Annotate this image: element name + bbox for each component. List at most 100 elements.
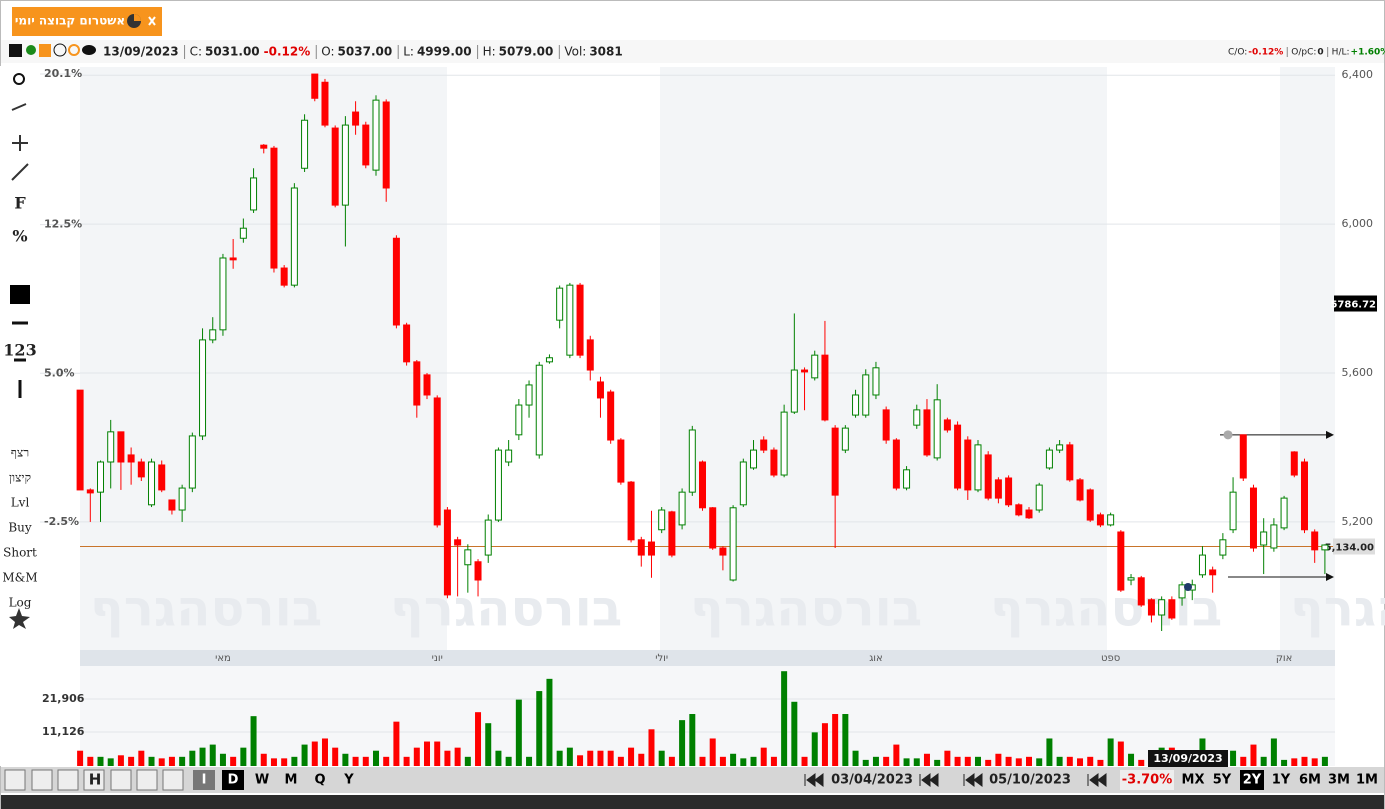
candle-body xyxy=(188,435,196,489)
candle-body xyxy=(790,369,798,413)
candle-body xyxy=(1056,444,1064,451)
candle-body xyxy=(1158,599,1166,616)
bottom-icon[interactable] xyxy=(31,769,53,791)
header-icon[interactable] xyxy=(39,44,51,57)
interval-label[interactable]: Q xyxy=(314,773,325,788)
header-icon[interactable] xyxy=(68,44,80,56)
tool-color[interactable] xyxy=(10,285,30,304)
nav-arrow[interactable] xyxy=(804,773,824,787)
tool-star[interactable] xyxy=(9,608,30,629)
candle-body xyxy=(1076,479,1084,501)
volume-bar xyxy=(566,747,573,766)
interval-label[interactable]: W xyxy=(255,773,269,788)
interval-button[interactable] xyxy=(280,770,302,790)
candle-body xyxy=(1290,451,1298,476)
interval-label[interactable]: Y xyxy=(343,773,354,788)
period-button[interactable]: 6M xyxy=(1299,773,1321,788)
tool-label[interactable]: F xyxy=(14,194,26,213)
volume-bar xyxy=(240,747,247,766)
volume-bar xyxy=(128,756,135,766)
volume-bar xyxy=(1056,756,1063,766)
tool-label[interactable]: % xyxy=(12,227,27,246)
tool-label[interactable]: M&M xyxy=(2,571,37,585)
nav-arrow[interactable] xyxy=(919,773,939,787)
header-icon[interactable] xyxy=(9,44,22,57)
tool-lines[interactable] xyxy=(12,321,28,398)
candle-body xyxy=(1209,569,1217,576)
period-button[interactable]: 1Y xyxy=(1272,773,1291,788)
candle-body xyxy=(892,439,900,489)
interval-button[interactable] xyxy=(251,770,273,790)
price-label: 5,134.00 xyxy=(1325,543,1374,554)
header-icon[interactable] xyxy=(53,43,67,57)
nav-arrow[interactable] xyxy=(1087,773,1107,787)
candle-body xyxy=(1229,491,1237,531)
candle-body xyxy=(556,287,564,321)
candle-body xyxy=(1035,484,1043,511)
tool-label[interactable]: Buy xyxy=(8,521,32,535)
interval-button[interactable] xyxy=(193,770,215,790)
tool-label[interactable]: Lvl xyxy=(11,496,30,510)
interval-label[interactable]: I xyxy=(202,773,207,788)
x-tick-label: מאי xyxy=(215,653,231,664)
candle-body xyxy=(127,454,135,463)
candle-body xyxy=(1321,544,1329,551)
period-button[interactable]: 5Y xyxy=(1213,773,1232,788)
range-change-box xyxy=(1120,770,1174,790)
candle-body xyxy=(1045,449,1053,469)
volume-bar xyxy=(536,691,543,766)
tool-label[interactable]: 123 xyxy=(3,341,36,360)
tool-zoom[interactable] xyxy=(13,73,25,85)
bottom-icon[interactable] xyxy=(162,769,184,791)
tool-label[interactable]: קיצון xyxy=(9,471,31,485)
candle-body xyxy=(1300,461,1308,531)
volume-bar xyxy=(556,750,563,766)
volume-bar xyxy=(760,747,767,766)
candle-body xyxy=(392,237,400,326)
tool-icons[interactable] xyxy=(11,103,29,181)
range-end[interactable]: 05/10/2023 xyxy=(989,773,1071,788)
candle-body xyxy=(882,409,890,441)
range-start[interactable]: 03/04/2023 xyxy=(831,773,913,788)
volume-bar xyxy=(179,756,186,766)
interval-label[interactable]: D xyxy=(228,773,239,788)
tool-label[interactable]: Log xyxy=(9,596,32,610)
bottom-icon[interactable] xyxy=(110,769,132,791)
chart-button[interactable]: H xyxy=(89,771,102,789)
candle-body xyxy=(984,454,992,499)
candle-body xyxy=(831,427,839,496)
period-button[interactable]: 1M xyxy=(1356,773,1378,788)
tool-label[interactable]: רצף xyxy=(11,446,29,460)
candle-body xyxy=(852,394,860,416)
period-button[interactable]: 2Y xyxy=(1243,773,1262,788)
volume-bar xyxy=(383,756,390,766)
candle-body xyxy=(668,511,676,556)
volume-bar xyxy=(158,758,165,766)
bottom-icon[interactable] xyxy=(57,769,79,791)
bottom-icon[interactable] xyxy=(83,769,105,791)
period-button[interactable]: 3M xyxy=(1328,773,1350,788)
bottom-icon[interactable] xyxy=(4,769,26,791)
tool-label[interactable]: Short xyxy=(3,546,37,560)
interval-button[interactable] xyxy=(309,770,331,790)
y2-tick-label: -2.5% xyxy=(44,515,79,528)
period-button[interactable]: MX xyxy=(1182,773,1205,788)
x-tick-label: יולי xyxy=(655,653,668,664)
candle-body xyxy=(1280,497,1288,529)
candle-body xyxy=(699,461,706,509)
volume-bar xyxy=(770,756,777,766)
interval-button[interactable] xyxy=(222,770,244,790)
volume-bar xyxy=(1250,744,1257,766)
nav-arrow[interactable] xyxy=(963,773,983,787)
header-icon[interactable] xyxy=(82,45,96,55)
interval-button[interactable] xyxy=(338,770,360,790)
interval-label[interactable]: M xyxy=(285,773,298,788)
candle-body xyxy=(760,439,768,451)
header-date: 13/09/2023 xyxy=(103,45,179,59)
volume-bar xyxy=(740,758,747,766)
header-icon[interactable] xyxy=(26,45,36,55)
bottom-icon[interactable] xyxy=(136,769,158,791)
candle-body xyxy=(637,539,645,556)
close-icon[interactable] xyxy=(148,16,156,26)
